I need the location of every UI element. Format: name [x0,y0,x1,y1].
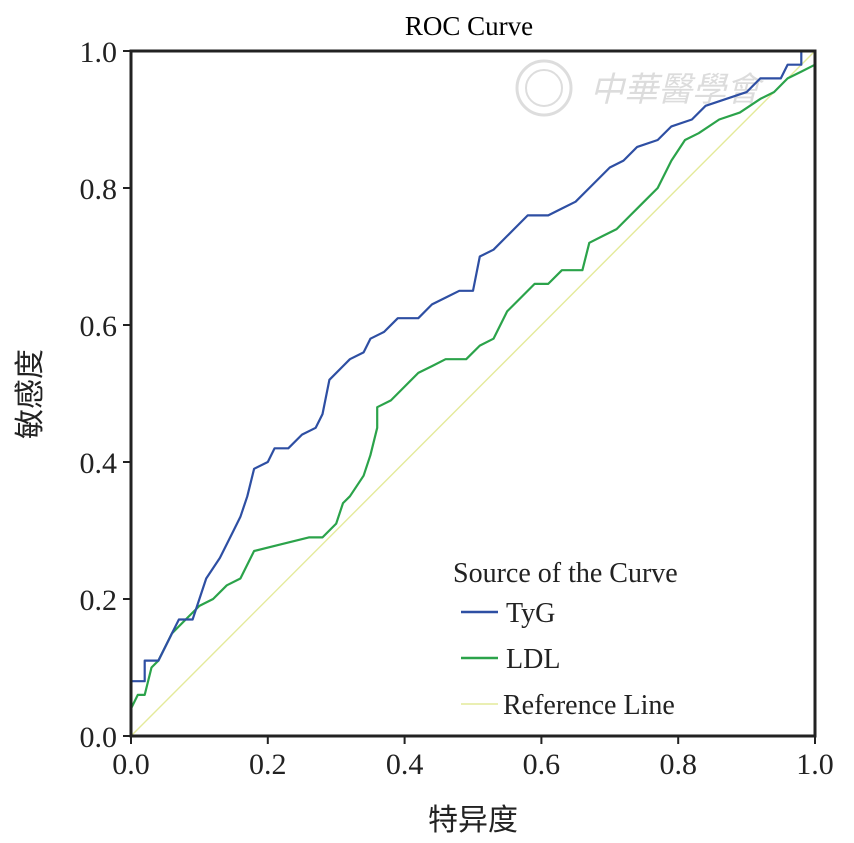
y-tick-label: 0.8 [80,173,118,206]
x-tick-label: 0.8 [659,748,697,781]
legend-title: Source of the Curve [453,558,678,589]
legend-label-ldl: LDL [506,644,560,675]
y-tick-label: 0.0 [80,721,118,754]
x-axis-label: 特异度 [428,804,518,837]
x-tick-label: 0.6 [523,748,561,781]
y-tick-label: 0.4 [80,447,118,480]
y-tick-label: 0.2 [80,584,118,617]
series-line-ldl [129,63,816,736]
x-tick-label: 0.4 [386,748,424,781]
series-line-tyg [129,49,815,736]
watermark: 中華醫學會 [515,59,765,117]
y-axis: 0.0 0.2 0.4 0.6 0.8 1.0 [80,36,131,754]
x-tick-label: 1.0 [796,748,834,781]
plot-frame [129,49,817,738]
series-line-reference-line [130,50,816,737]
x-axis: 0.0 0.2 0.4 0.6 0.8 1.0 [112,736,834,781]
legend-label-tyg: TyG [506,598,555,629]
chart-title: ROC Curve [405,11,533,41]
y-tick-label: 0.6 [80,310,118,343]
x-tick-label: 0.2 [249,748,287,781]
x-tick-label: 0.0 [112,748,150,781]
watermark-text: 中華醫學會 [590,72,765,109]
watermark-seal-icon [515,59,573,117]
y-axis-label: 敏感度 [14,349,47,439]
plot-area [129,49,816,737]
y-tick-label: 1.0 [80,36,118,69]
legend: Source of the Curve TyG LDL Reference Li… [453,558,678,721]
legend-label-reference: Reference Line [503,690,675,721]
